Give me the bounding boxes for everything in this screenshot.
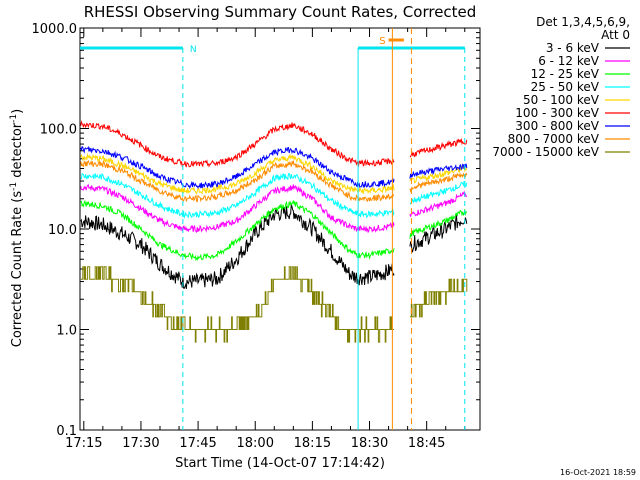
legend-label: 6 - 12 keV xyxy=(538,54,600,68)
series-line xyxy=(80,203,468,289)
legend-header-line2: Att 0 xyxy=(601,28,630,42)
x-axis-label: Start Time (14-Oct-07 17:14:42) xyxy=(175,456,385,471)
legend-header-line1: Det 1,3,4,5,6,9, xyxy=(536,15,630,29)
y-axis-label: Corrected Count Rate (s-1 detector-1) xyxy=(9,109,25,347)
y-tick-label: 10.0 xyxy=(48,223,77,238)
generation-timestamp: 16-Oct-2021 18:59 xyxy=(560,468,636,477)
y-axis-label-sup: -1 xyxy=(9,114,19,123)
series-line xyxy=(80,199,468,262)
saa-label: S xyxy=(379,36,385,47)
x-tick-label: 18:15 xyxy=(294,436,331,451)
series-line xyxy=(80,145,468,190)
series-line xyxy=(80,152,468,195)
x-tick-label: 17:45 xyxy=(179,436,216,451)
y-tick-label: 1.0 xyxy=(56,324,77,339)
y-tick-label: 1000.0 xyxy=(32,22,78,37)
series-line xyxy=(80,172,468,220)
legend-label: 300 - 800 keV xyxy=(515,119,599,133)
y-tick-label: 100.0 xyxy=(40,123,77,138)
legend-label: 50 - 100 keV xyxy=(523,93,600,107)
legend-label: 100 - 300 keV xyxy=(515,106,599,120)
plot-area: 0.1 1.0 10.0 100.0 1000.0 17:15 17:30 17:45 18:0… xyxy=(32,22,481,451)
y-axis-label-part: detector xyxy=(10,122,25,182)
legend-label: 7000 - 15000 keV xyxy=(492,145,599,159)
series-line xyxy=(80,120,468,168)
series-line xyxy=(80,266,468,343)
night-label: N xyxy=(190,45,197,55)
legend-label: 3 - 6 keV xyxy=(546,41,600,55)
x-tick-label: 17:30 xyxy=(122,436,159,451)
y-axis-label-part: Corrected Count Rate (s xyxy=(10,191,25,348)
series-line xyxy=(80,183,468,234)
chart-title: RHESSI Observing Summary Count Rates, Co… xyxy=(84,3,477,21)
legend-label: 12 - 25 keV xyxy=(531,67,600,81)
x-tick-label: 18:45 xyxy=(408,436,445,451)
x-tick-label: 18:30 xyxy=(351,436,388,451)
y-axis-label-part: ) xyxy=(10,109,25,114)
x-tick-label: 17:15 xyxy=(65,436,102,451)
legend-label: 800 - 7000 keV xyxy=(508,132,600,146)
y-axis-label-sup: -1 xyxy=(9,182,19,191)
x-tick-label: 18:00 xyxy=(237,436,274,451)
legend-label: 25 - 50 keV xyxy=(531,80,600,94)
y-tick-label: 0.1 xyxy=(56,424,77,439)
series-line xyxy=(80,159,468,203)
